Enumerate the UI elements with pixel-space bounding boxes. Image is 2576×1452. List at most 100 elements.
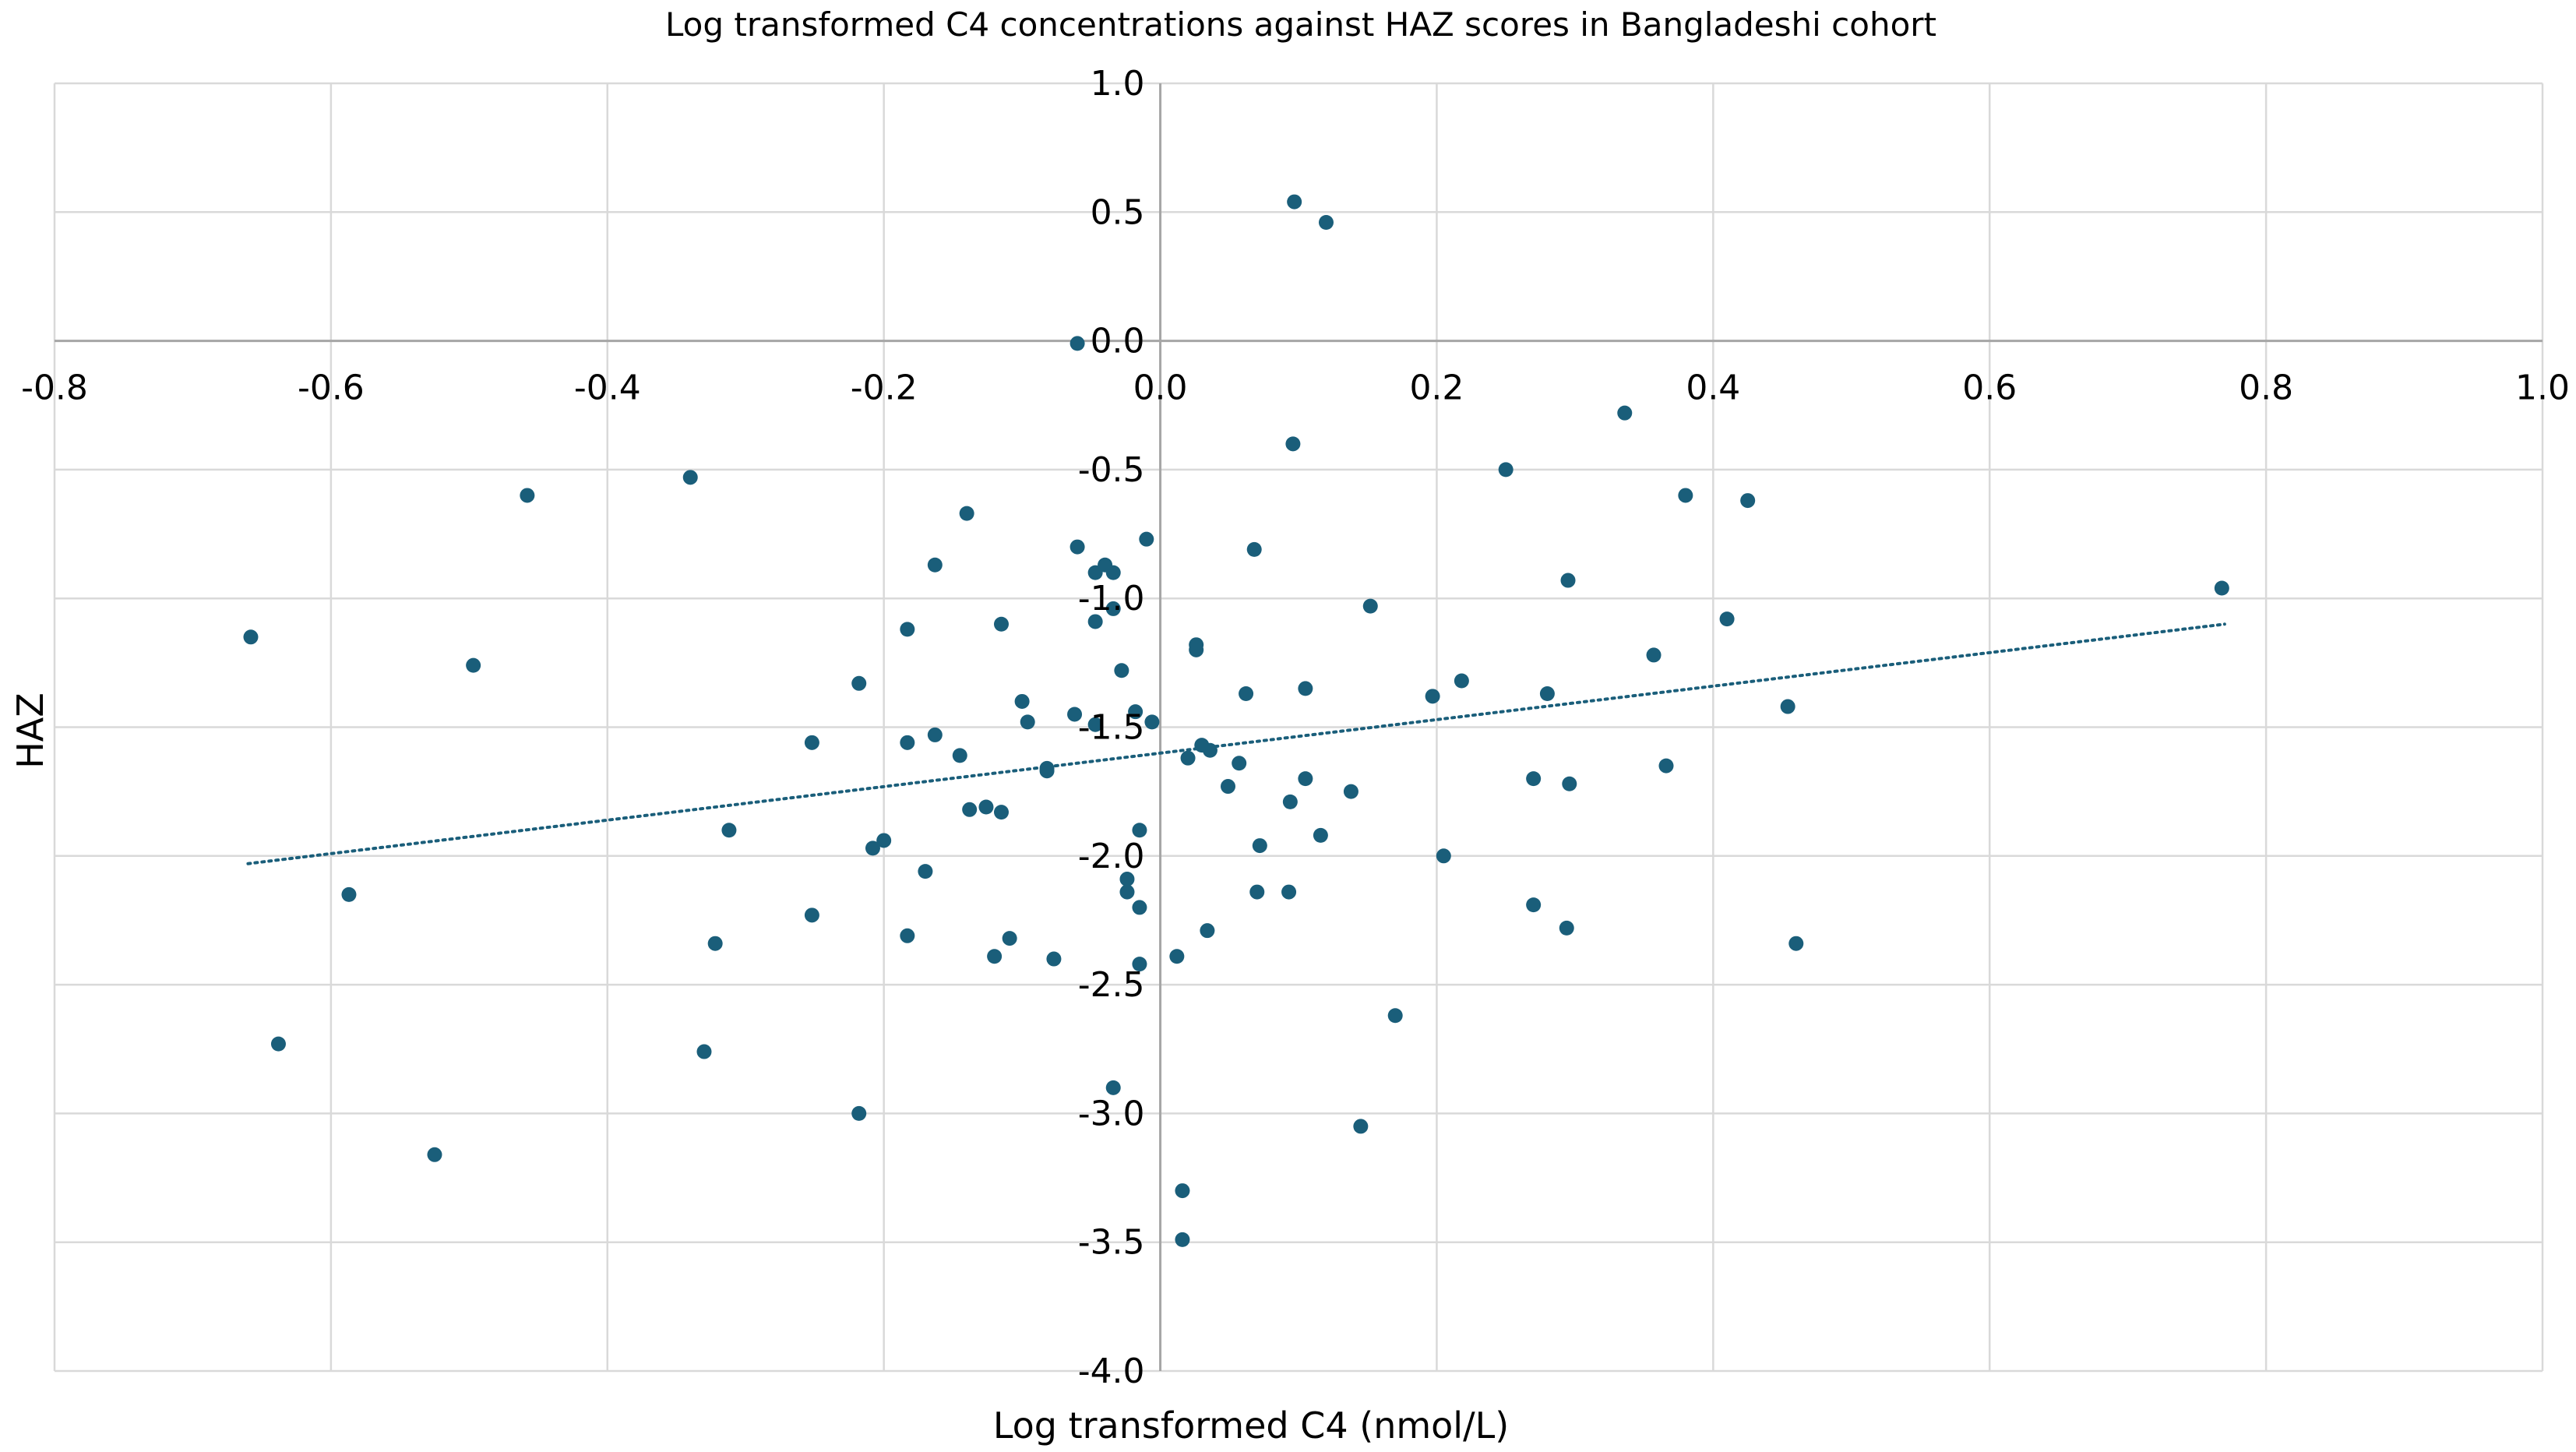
data-point: [1560, 573, 1576, 588]
data-point: [1353, 1119, 1369, 1134]
x-tick-label: 1.0: [2515, 368, 2570, 408]
data-point: [1105, 1080, 1121, 1095]
chart-title: Log transformed C4 concentrations agains…: [665, 5, 1936, 44]
data-point: [987, 949, 1003, 964]
y-tick-label: -3.5: [1078, 1223, 1145, 1263]
data-point: [1252, 838, 1267, 854]
data-point: [1318, 215, 1334, 231]
data-point: [1221, 779, 1236, 795]
data-point: [1526, 771, 1542, 787]
data-point: [1087, 565, 1103, 580]
x-tick-label: 0.8: [2239, 368, 2293, 408]
data-point: [1132, 900, 1147, 915]
y-tick-label: 0.0: [1091, 322, 1145, 361]
data-point: [1232, 756, 1247, 771]
data-point: [959, 506, 974, 521]
data-point: [1128, 704, 1144, 720]
data-point: [1285, 436, 1301, 452]
data-point: [1175, 1232, 1190, 1247]
data-point: [1343, 784, 1358, 799]
data-point: [1132, 957, 1147, 972]
data-point: [341, 886, 357, 902]
x-tick-label: 0.0: [1133, 368, 1188, 408]
data-point: [1454, 673, 1469, 689]
y-axis-title: HAZ: [9, 693, 51, 769]
data-point: [1132, 823, 1147, 838]
data-point: [1239, 686, 1254, 702]
data-point: [1105, 601, 1121, 616]
data-point: [1282, 794, 1298, 809]
data-point: [1189, 642, 1204, 657]
data-point: [927, 727, 943, 742]
y-tick-label: -0.5: [1078, 450, 1145, 490]
data-point: [962, 802, 978, 817]
data-point: [876, 833, 892, 848]
x-tick-label: -0.6: [298, 368, 365, 408]
data-point: [1014, 693, 1030, 709]
trendline-layer: [246, 622, 2226, 865]
data-point: [1539, 686, 1555, 702]
x-tick-label: -0.4: [574, 368, 641, 408]
axes: [55, 83, 2543, 1371]
data-point: [1249, 884, 1265, 900]
data-point: [1719, 611, 1735, 627]
x-tick-label: -0.8: [21, 368, 88, 408]
data-point: [952, 748, 967, 763]
x-tick-label: -0.2: [851, 368, 918, 408]
data-point: [1202, 742, 1218, 758]
data-point: [1780, 699, 1795, 714]
data-point: [1119, 884, 1135, 900]
y-tick-label: -2.5: [1078, 965, 1145, 1005]
data-point: [1200, 923, 1215, 939]
data-point: [900, 928, 915, 943]
data-point: [520, 488, 535, 503]
data-point: [243, 629, 259, 645]
data-point: [1298, 771, 1313, 787]
tick-labels: -0.8 -0.6 -0.4 -0.2 0.0 0.2 0.4 0.6 0.8 1.0 1.0 0.5…: [21, 64, 2570, 1391]
data-point: [1646, 647, 1662, 663]
data-point: [851, 675, 867, 691]
data-point: [1139, 531, 1154, 547]
data-point: [1526, 897, 1542, 913]
data-point: [1436, 848, 1451, 864]
data-point: [1105, 565, 1121, 580]
data-point: [1070, 539, 1085, 555]
data-point: [721, 823, 737, 838]
x-axis-title: Log transformed C4 (nmol/L): [993, 1404, 1509, 1447]
data-point: [1039, 763, 1055, 779]
data-point: [1175, 1183, 1190, 1199]
data-point: [1287, 194, 1302, 210]
data-point: [1498, 462, 1514, 478]
data-point: [804, 908, 819, 923]
data-point: [1562, 776, 1577, 791]
data-point: [1387, 1008, 1403, 1024]
data-point: [1246, 541, 1262, 557]
data-point: [1070, 336, 1085, 351]
data-point: [1740, 493, 1756, 509]
data-point: [1169, 949, 1185, 964]
data-point: [927, 557, 943, 573]
data-point: [1658, 758, 1674, 774]
data-point: [865, 841, 880, 856]
data-point: [993, 805, 1009, 820]
data-point: [696, 1044, 712, 1059]
data-point: [1087, 614, 1103, 629]
data-point: [1020, 714, 1035, 730]
data-point: [707, 936, 723, 951]
data-points: [243, 194, 2229, 1247]
data-point: [1281, 884, 1297, 900]
data-point: [918, 864, 933, 879]
x-tick-label: 0.4: [1686, 368, 1740, 408]
y-tick-label: 1.0: [1091, 64, 1145, 104]
data-point: [1180, 750, 1196, 766]
data-point: [1678, 488, 1693, 503]
data-point: [1067, 707, 1083, 722]
y-tick-label: -3.0: [1078, 1094, 1145, 1133]
data-point: [682, 470, 698, 485]
data-point: [1002, 931, 1017, 946]
data-point: [993, 616, 1009, 632]
trendline: [246, 622, 2226, 865]
y-tick-label: 0.5: [1091, 192, 1145, 232]
data-point: [900, 735, 915, 750]
